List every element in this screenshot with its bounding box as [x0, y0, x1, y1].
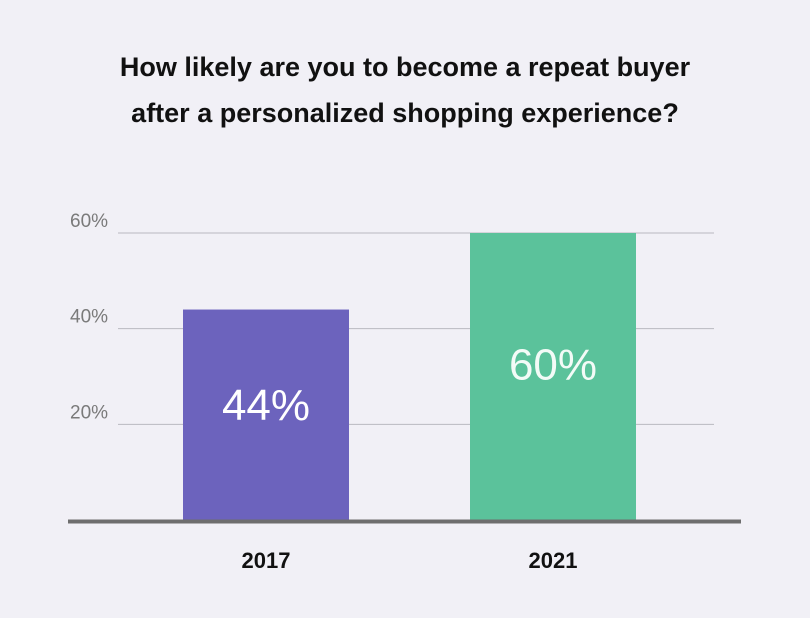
y-tick-label: 60% [70, 211, 108, 232]
x-category-label: 2021 [529, 548, 578, 573]
bar [470, 233, 636, 520]
bar [183, 309, 349, 520]
bar-data-label: 60% [509, 341, 597, 390]
chart-title-line-2: after a personalized shopping experience… [131, 98, 679, 128]
y-tick-label: 20% [70, 402, 108, 423]
y-tick-label: 40% [70, 307, 108, 328]
chart-title: How likely are you to become a repeat bu… [0, 44, 810, 136]
chart-title-line-1: How likely are you to become a repeat bu… [119, 52, 691, 82]
x-category-label: 2017 [242, 548, 291, 573]
bar-data-label: 44% [222, 381, 310, 430]
